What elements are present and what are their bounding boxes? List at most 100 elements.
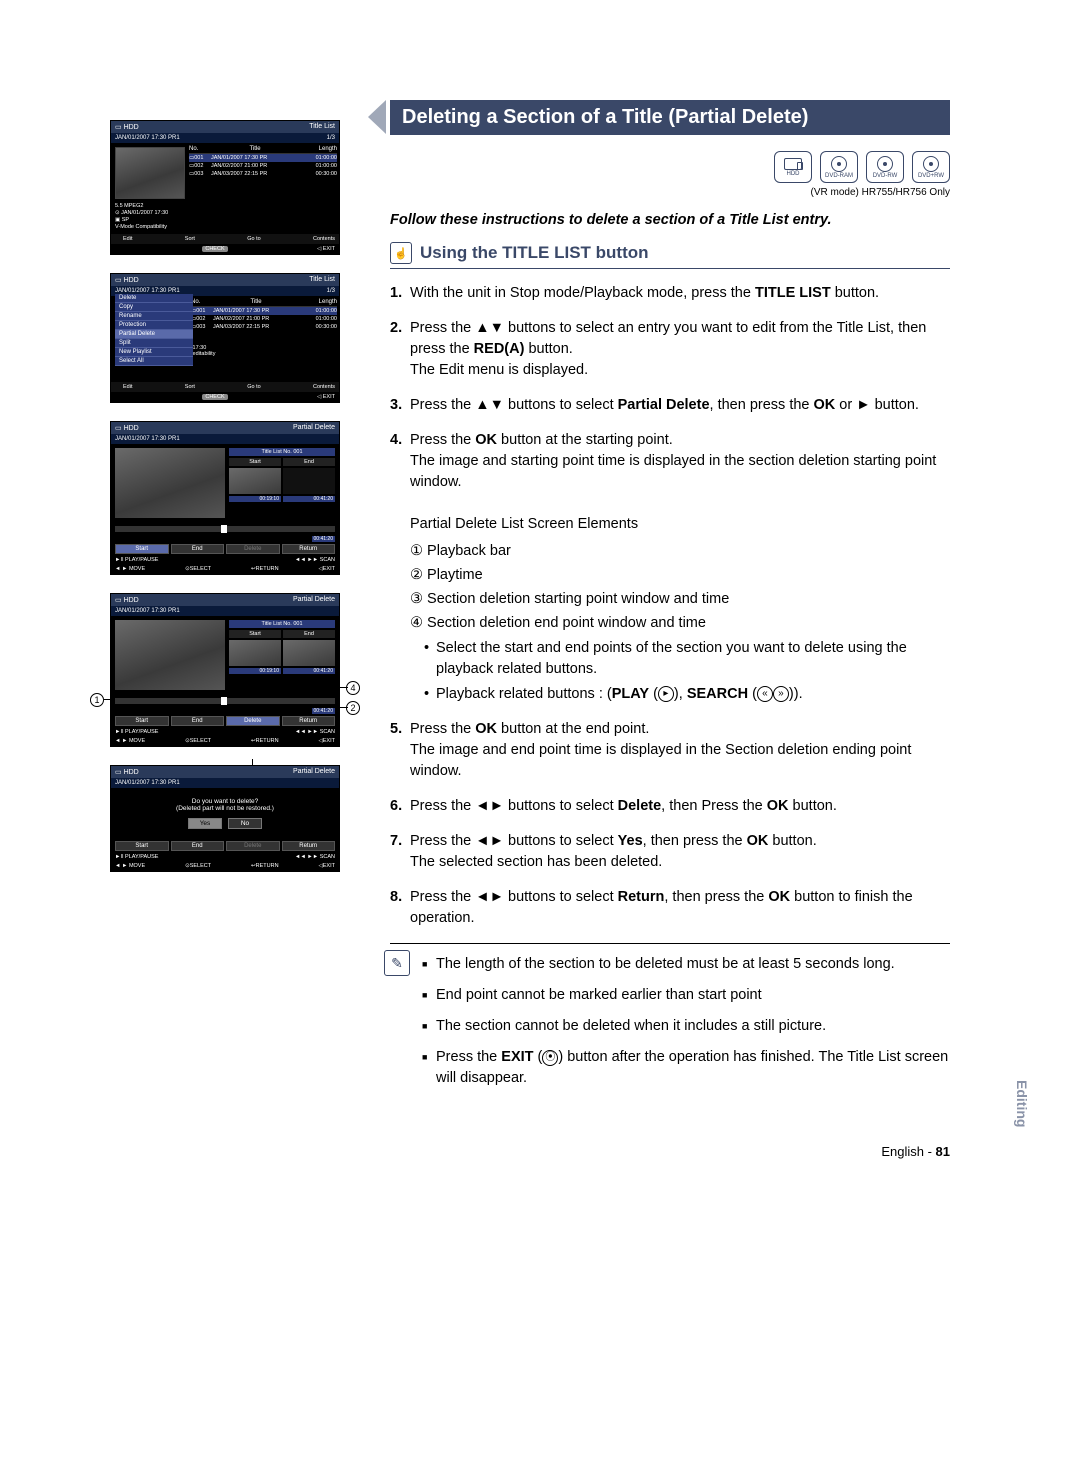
playback-bar bbox=[115, 526, 335, 532]
subheading: ☝ Using the TITLE LIST button bbox=[390, 242, 950, 269]
content-column: Deleting a Section of a Title (Partial D… bbox=[390, 100, 950, 1099]
step-3: 3. Press the ▲▼ buttons to select Partia… bbox=[390, 395, 950, 416]
osd-title-list: ▭ HDDTitle List JAN/01/2007 17:30 PR11/3… bbox=[110, 120, 340, 255]
vr-note: (VR mode) HR755/HR756 Only bbox=[390, 187, 950, 198]
search-back-icon: « bbox=[757, 686, 773, 702]
footer-page-num: 81 bbox=[936, 1144, 950, 1159]
osd-hdd: HDD bbox=[124, 124, 139, 131]
note-3: The section cannot be deleted when it in… bbox=[422, 1016, 950, 1037]
col-no: No. bbox=[189, 146, 207, 152]
f-edit: Edit bbox=[123, 236, 132, 242]
ctrl-select: SELECT bbox=[190, 566, 211, 572]
search-fwd-icon: » bbox=[773, 686, 789, 702]
menu-item: Protection bbox=[115, 321, 193, 330]
f-goto: Go to bbox=[247, 236, 260, 242]
ctrl-scan: ◄◄ ►► SCAN bbox=[295, 557, 335, 563]
osd-partial-delete-1: ▭ HDDPartial Delete JAN/01/2007 17:30 PR… bbox=[110, 421, 340, 575]
steps-list: 1. With the unit in Stop mode/Playback m… bbox=[390, 283, 950, 929]
dialog-msg2: (Deleted part will not be restored.) bbox=[115, 805, 335, 812]
btn-delete: Delete bbox=[226, 544, 280, 554]
note-icon: ✎ bbox=[384, 950, 410, 976]
play-icon: ▸ bbox=[658, 686, 674, 702]
lbl-start: Start bbox=[229, 458, 281, 466]
step-5: 5. Press the OK button at the end point.… bbox=[390, 719, 950, 782]
footer-lang: English - bbox=[881, 1144, 935, 1159]
dialog-msg1: Do you want to delete? bbox=[115, 798, 335, 805]
btn-no: No bbox=[228, 818, 262, 829]
f-contents: Contents bbox=[313, 236, 335, 242]
osd-meta3: SP bbox=[122, 217, 129, 223]
step-2: 2. Press the ▲▼ buttons to select an ent… bbox=[390, 318, 950, 381]
callout-2: 2 bbox=[346, 701, 360, 715]
menu-item: Rename bbox=[115, 312, 193, 321]
ctrl-return: RETURN bbox=[256, 566, 279, 572]
osd-frac: 1/3 bbox=[327, 135, 335, 141]
osd-partial-delete-2: ▭ HDDPartial Delete JAN/01/2007 17:30 PR… bbox=[110, 593, 340, 747]
menu-item: Copy bbox=[115, 303, 193, 312]
exit-icon: ⦿ bbox=[542, 1050, 558, 1066]
bullet-select: Select the start and end points of the s… bbox=[424, 638, 950, 680]
osd-date: JAN/01/2007 17:30 PR1 bbox=[115, 135, 180, 141]
callout-1: 1 bbox=[90, 693, 104, 707]
follow-instructions: Follow these instructions to delete a se… bbox=[390, 212, 950, 228]
step-4: 4. Press the OK button at the starting p… bbox=[390, 430, 950, 705]
time-end: 00:41:20 bbox=[283, 496, 335, 502]
disc-hdd: HDD bbox=[774, 151, 812, 183]
menu-item: Select All bbox=[115, 357, 193, 366]
step-7: 7. Press the ◄► buttons to select Yes, t… bbox=[390, 831, 950, 873]
osd-edit-menu: ▭ HDDTitle List JAN/01/2007 17:30 PR11/3… bbox=[110, 273, 340, 403]
elem-1: ① Playback bar bbox=[410, 541, 950, 562]
btn-yes: Yes bbox=[188, 818, 222, 829]
lbl-end: End bbox=[283, 458, 335, 466]
step-1: 1. With the unit in Stop mode/Playback m… bbox=[390, 283, 950, 304]
section-heading: Deleting a Section of a Title (Partial D… bbox=[390, 100, 950, 135]
menu-item: Partial Delete bbox=[115, 330, 193, 339]
menu-item: New Playlist bbox=[115, 348, 193, 357]
f-sort: Sort bbox=[185, 236, 195, 242]
ctrl-move: ◄ ► MOVE bbox=[115, 566, 145, 572]
osd-titlelist: Title List bbox=[309, 123, 335, 131]
note-1: The length of the section to be deleted … bbox=[422, 954, 950, 975]
list-row: ▭002JAN/02/2007 21:00 PR01:00:00 bbox=[189, 162, 337, 170]
osd-meta4: V-Mode Compatibility bbox=[115, 224, 185, 231]
osd-confirm-delete: ▭ HDDPartial Delete JAN/01/2007 17:30 PR… bbox=[110, 765, 340, 872]
btn-return: Return bbox=[282, 544, 336, 554]
disc-dvdram: DVD-RAM bbox=[820, 151, 858, 183]
page-footer: English - 81 bbox=[881, 1144, 950, 1159]
osd-thumb bbox=[115, 147, 185, 199]
col-len: Length bbox=[303, 146, 337, 152]
col-title: Title bbox=[211, 146, 299, 152]
osd-meta2: JAN/01/2007 17:30 bbox=[121, 210, 168, 216]
disc-icons: HDD DVD-RAM DVD-RW DVD+RW bbox=[390, 151, 950, 183]
step-8: 8. Press the ◄► buttons to select Return… bbox=[390, 887, 950, 929]
menu-item: Split bbox=[115, 339, 193, 348]
btn-end: End bbox=[171, 544, 225, 554]
note-2: End point cannot be marked earlier than … bbox=[422, 985, 950, 1006]
ctrl-playpause: ►II PLAY/PAUSE bbox=[115, 557, 158, 563]
side-tab: Editing bbox=[1014, 1080, 1030, 1127]
osd-meta1: 5.5 MPEG2 bbox=[115, 203, 185, 210]
preview bbox=[115, 448, 225, 518]
hand-icon: ☝ bbox=[390, 242, 412, 264]
f-check: CHECK bbox=[202, 246, 227, 252]
playtime: 00:41:20 bbox=[312, 536, 335, 542]
menu-item: Delete bbox=[115, 294, 193, 303]
btn-start: Start bbox=[115, 544, 169, 554]
disc-dvdplusrw: DVD+RW bbox=[912, 151, 950, 183]
title-list-no: Title List No. 001 bbox=[229, 448, 335, 456]
subheading-text: Using the TITLE LIST button bbox=[420, 243, 649, 263]
list-row: ▭003JAN/03/2007 22:15 PR00:30:00 bbox=[189, 170, 337, 178]
note-4: Press the EXIT (⦿) button after the oper… bbox=[422, 1047, 950, 1089]
step-6: 6. Press the ◄► buttons to select Delete… bbox=[390, 796, 950, 817]
osd-column: ▭ HDDTitle List JAN/01/2007 17:30 PR11/3… bbox=[110, 120, 350, 890]
elem-3: ③ Section deletion starting point window… bbox=[410, 589, 950, 610]
elem-2: ② Playtime bbox=[410, 565, 950, 586]
bullet-buttons: Playback related buttons : (PLAY (▸), SE… bbox=[424, 684, 950, 705]
edit-menu: Delete Copy Rename Protection Partial De… bbox=[115, 294, 193, 366]
elem-4: ④ Section deletion end point window and … bbox=[410, 613, 950, 634]
disc-dvdrw: DVD-RW bbox=[866, 151, 904, 183]
note-box: ✎ The length of the section to be delete… bbox=[390, 943, 950, 1089]
time-start: 00:19:10 bbox=[229, 496, 281, 502]
callout-4: 4 bbox=[346, 681, 360, 695]
f-exit: EXIT bbox=[323, 246, 335, 252]
